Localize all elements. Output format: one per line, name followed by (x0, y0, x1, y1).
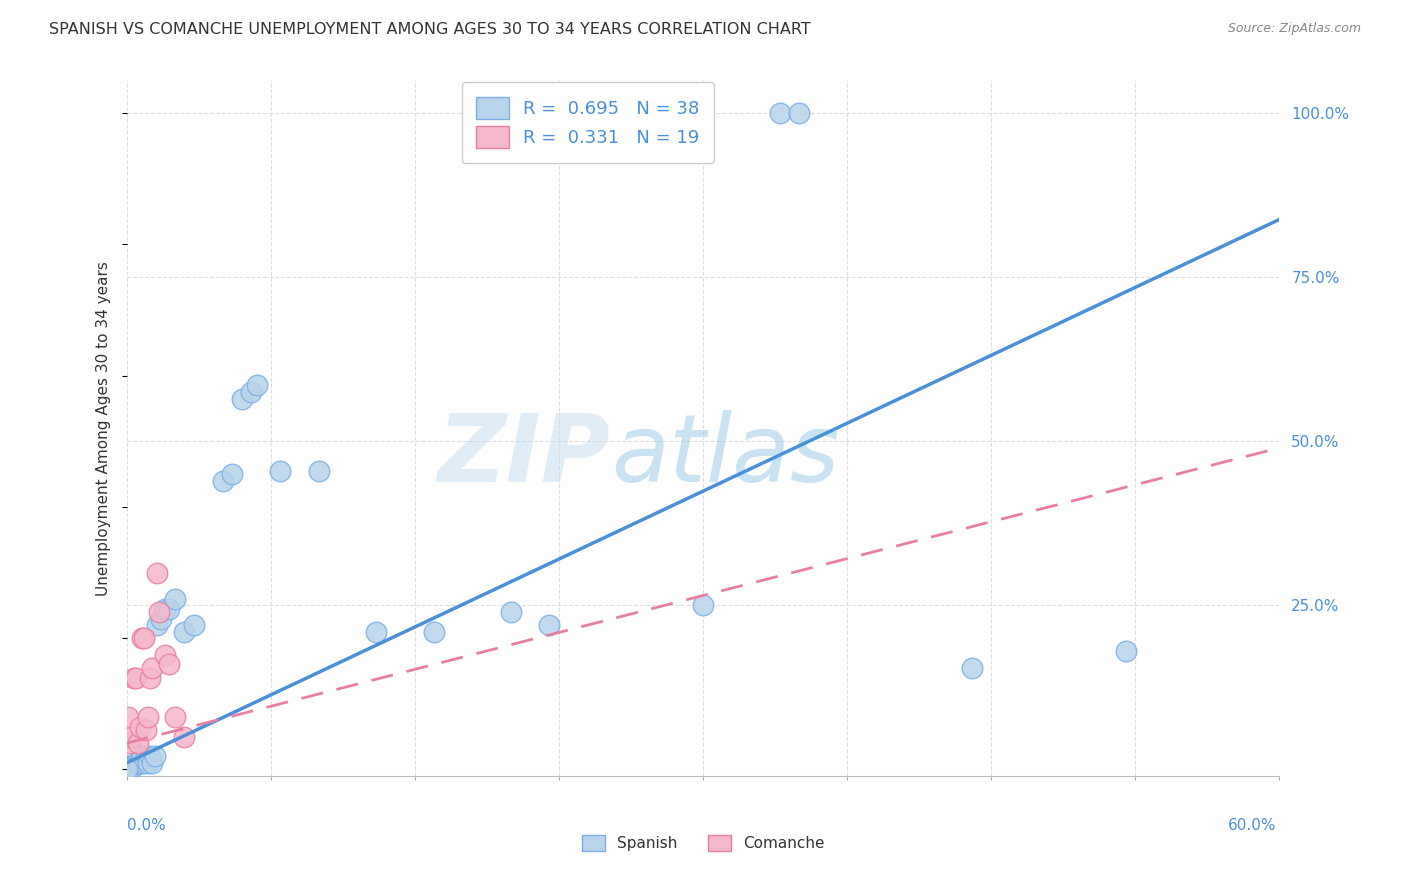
Point (1115, 644, 1137, 658)
Point (125, 756, 148, 770)
Point (115, 762, 138, 776)
Text: Source: ZipAtlas.com: Source: ZipAtlas.com (1227, 22, 1361, 36)
Point (131, 631, 153, 645)
Text: 60.0%: 60.0% (1229, 818, 1277, 832)
Point (125, 671, 148, 685)
Point (127, 736, 149, 750)
Point (538, 618, 561, 632)
Text: ZIP: ZIP (437, 410, 610, 502)
Text: SPANISH VS COMANCHE UNEMPLOYMENT AMONG AGES 30 TO 34 YEARS CORRELATION CHART: SPANISH VS COMANCHE UNEMPLOYMENT AMONG A… (49, 22, 811, 37)
Point (423, 624, 446, 639)
Point (120, 759, 142, 773)
Point (135, 723, 157, 737)
Point (121, 730, 143, 744)
Point (366, 624, 388, 639)
Point (150, 611, 173, 625)
Point (148, 605, 170, 619)
Point (173, 730, 195, 744)
Point (499, 605, 522, 619)
Point (138, 671, 160, 685)
Point (153, 648, 176, 662)
Point (141, 661, 163, 675)
Point (121, 759, 143, 773)
Point (136, 756, 159, 770)
Point (132, 631, 155, 645)
Point (122, 671, 145, 685)
Point (211, 474, 233, 488)
Legend: Spanish, Comanche: Spanish, Comanche (574, 827, 832, 859)
Point (122, 759, 145, 773)
Y-axis label: Unemployment Among Ages 30 to 34 years: Unemployment Among Ages 30 to 34 years (96, 260, 111, 596)
Point (769, 106, 792, 120)
Point (146, 566, 169, 580)
Point (132, 756, 155, 770)
Point (221, 467, 243, 482)
Point (135, 749, 157, 764)
Point (145, 749, 166, 764)
Point (246, 378, 269, 392)
Point (138, 749, 160, 764)
Point (692, 599, 714, 613)
Point (117, 710, 139, 724)
Point (269, 464, 291, 478)
Point (131, 749, 153, 764)
Point (960, 661, 983, 675)
Point (231, 392, 253, 406)
Point (129, 756, 152, 770)
Point (127, 756, 149, 770)
Point (157, 657, 180, 672)
Point (136, 710, 159, 724)
Point (120, 736, 142, 750)
Point (183, 618, 205, 632)
Point (141, 756, 163, 770)
Point (163, 710, 186, 724)
Point (117, 759, 139, 773)
Point (157, 601, 180, 615)
Text: 0.0%: 0.0% (127, 818, 166, 832)
Point (173, 624, 195, 639)
Point (153, 601, 176, 615)
Point (129, 720, 152, 734)
Point (146, 618, 169, 632)
Point (787, 106, 810, 120)
Point (240, 385, 263, 400)
Text: atlas: atlas (610, 410, 839, 501)
Point (308, 464, 330, 478)
Point (163, 591, 186, 606)
